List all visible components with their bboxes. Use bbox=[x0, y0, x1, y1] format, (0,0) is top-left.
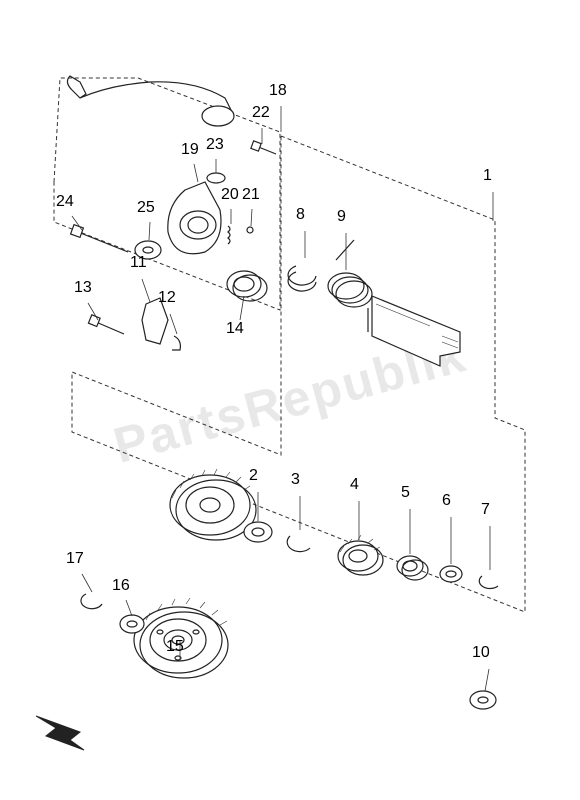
callout-8: 8 bbox=[296, 206, 305, 224]
callout-20: 20 bbox=[221, 186, 239, 204]
part-6-washer bbox=[440, 566, 462, 582]
part-10-washer bbox=[470, 691, 496, 709]
callout-6: 6 bbox=[442, 492, 451, 510]
callout-18: 18 bbox=[269, 82, 287, 100]
part-4-ratchet bbox=[338, 535, 383, 575]
callout-3: 3 bbox=[291, 471, 300, 489]
callout-2: 2 bbox=[249, 467, 258, 485]
callout-7: 7 bbox=[481, 501, 490, 519]
leader-lines bbox=[72, 106, 493, 691]
part-9-spring bbox=[328, 240, 372, 332]
callout-12: 12 bbox=[158, 289, 176, 307]
part-7-circlip bbox=[479, 576, 498, 589]
callout-9: 9 bbox=[337, 208, 346, 226]
callout-25: 25 bbox=[137, 199, 155, 217]
callout-14: 14 bbox=[226, 320, 244, 338]
part-16-washer bbox=[120, 615, 144, 633]
callout-1: 1 bbox=[483, 167, 492, 185]
direction-arrow bbox=[36, 716, 84, 750]
part-kick-gear bbox=[170, 469, 256, 540]
callout-22: 22 bbox=[252, 104, 270, 122]
part-18-kick-lever bbox=[67, 76, 234, 126]
callout-16: 16 bbox=[112, 577, 130, 595]
part-24-bolt bbox=[71, 225, 128, 252]
callout-19: 19 bbox=[181, 141, 199, 159]
callout-23: 23 bbox=[206, 136, 224, 154]
callout-21: 21 bbox=[242, 186, 260, 204]
callout-11: 11 bbox=[130, 254, 147, 272]
callout-5: 5 bbox=[401, 484, 410, 502]
callout-24: 24 bbox=[56, 193, 74, 211]
part-3-circlip bbox=[287, 536, 310, 552]
part-5-collar bbox=[397, 556, 428, 580]
part-13-bolt bbox=[88, 315, 124, 334]
part-kick-shaft bbox=[372, 296, 460, 366]
callout-4: 4 bbox=[350, 476, 359, 494]
part-8-clip bbox=[288, 266, 316, 291]
callout-15: 15 bbox=[166, 638, 184, 656]
part-19-boss bbox=[168, 182, 221, 254]
callout-10: 10 bbox=[472, 644, 490, 662]
part-22-bolt bbox=[251, 141, 276, 154]
part-14-seal bbox=[227, 271, 267, 301]
exploded-diagram bbox=[0, 0, 580, 800]
part-17-circlip bbox=[81, 594, 102, 609]
part-20-21-detent bbox=[228, 226, 253, 244]
part-23-oring bbox=[207, 173, 225, 183]
part-12-clip bbox=[172, 336, 180, 350]
callout-17: 17 bbox=[66, 550, 84, 568]
part-2-washer bbox=[244, 522, 272, 542]
callout-13: 13 bbox=[74, 279, 92, 297]
